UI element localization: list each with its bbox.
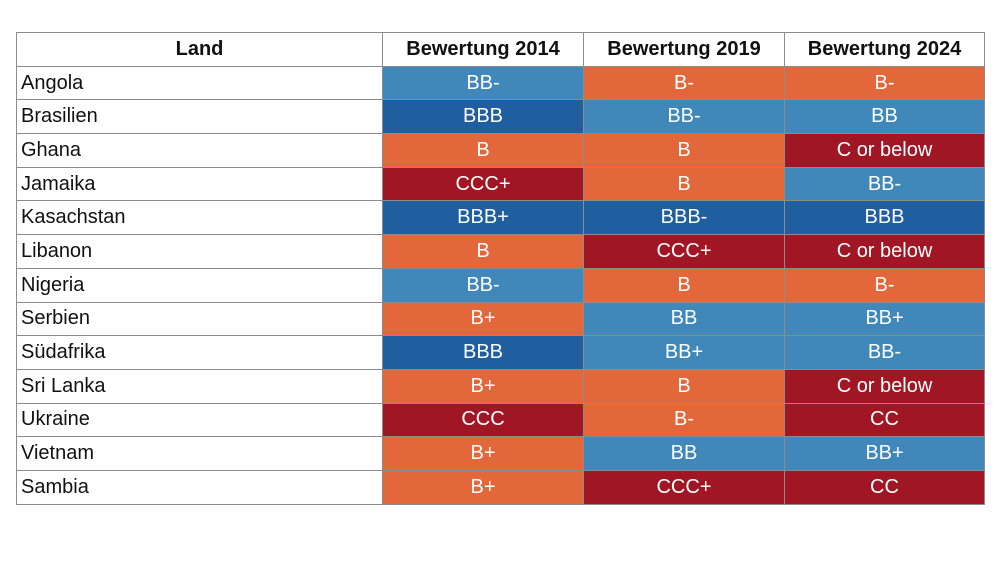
table-row: Libanon B CCC+ C or below <box>16 234 985 269</box>
country-cell: Nigeria <box>16 267 383 303</box>
rating-cell-2024: BB- <box>784 335 985 370</box>
rating-cell-2014: B <box>382 133 584 168</box>
rating-cell-2014: BBB <box>382 335 584 370</box>
table-row: Jamaika CCC+ B BB- <box>16 166 985 202</box>
rating-cell-2014: B+ <box>382 469 584 505</box>
rating-cell-2024: C or below <box>784 368 985 404</box>
country-cell: Jamaika <box>16 166 383 202</box>
header-rating-2024: Bewertung 2024 <box>784 32 985 67</box>
country-cell: Libanon <box>16 234 383 269</box>
rating-cell-2014: B <box>382 234 584 269</box>
rating-cell-2014: BB- <box>382 65 584 101</box>
header-rating-2014: Bewertung 2014 <box>382 32 584 67</box>
rating-cell-2019: B- <box>583 65 785 101</box>
rating-cell-2014: BBB <box>382 99 584 135</box>
rating-cell-2024: CC <box>784 469 985 505</box>
rating-cell-2024: BB <box>784 99 985 135</box>
rating-cell-2024: BB- <box>784 166 985 202</box>
country-cell: Angola <box>16 65 383 101</box>
rating-cell-2024: BB+ <box>784 436 985 471</box>
rating-cell-2019: CCC+ <box>583 234 785 269</box>
country-cell: Kasachstan <box>16 200 383 236</box>
rating-cell-2024: B- <box>784 267 985 303</box>
rating-cell-2019: B <box>583 166 785 202</box>
rating-cell-2019: CCC+ <box>583 469 785 505</box>
rating-cell-2024: BBB <box>784 200 985 236</box>
table-body: Angola BB- B- B- Brasilien BBB BB- BB Ghana B B C o… <box>16 65 985 505</box>
rating-cell-2019: BB- <box>583 99 785 135</box>
country-cell: Ghana <box>16 133 383 168</box>
table-row: Serbien B+ BB BB+ <box>16 301 985 337</box>
rating-cell-2019: BB+ <box>583 335 785 370</box>
table-row: Ghana B B C or below <box>16 133 985 168</box>
rating-cell-2019: B <box>583 368 785 404</box>
table-row: Angola BB- B- B- <box>16 65 985 101</box>
rating-cell-2014: CCC <box>382 402 584 438</box>
rating-cell-2019: B <box>583 267 785 303</box>
rating-cell-2014: B+ <box>382 368 584 404</box>
rating-cell-2019: B <box>583 133 785 168</box>
rating-cell-2019: BB <box>583 436 785 471</box>
table-row: Sri Lanka B+ B C or below <box>16 368 985 404</box>
rating-cell-2014: CCC+ <box>382 166 584 202</box>
rating-cell-2019: BBB- <box>583 200 785 236</box>
country-cell: Ukraine <box>16 402 383 438</box>
country-cell: Sri Lanka <box>16 368 383 404</box>
rating-cell-2024: C or below <box>784 133 985 168</box>
country-cell: Südafrika <box>16 335 383 370</box>
table-row: Brasilien BBB BB- BB <box>16 99 985 135</box>
country-cell: Sambia <box>16 469 383 505</box>
rating-cell-2024: CC <box>784 402 985 438</box>
country-cell: Brasilien <box>16 99 383 135</box>
table-row: Nigeria BB- B B- <box>16 267 985 303</box>
table-row: Südafrika BBB BB+ BB- <box>16 335 985 370</box>
rating-cell-2024: C or below <box>784 234 985 269</box>
rating-cell-2024: BB+ <box>784 301 985 337</box>
country-cell: Vietnam <box>16 436 383 471</box>
rating-cell-2014: B+ <box>382 301 584 337</box>
header-country: Land <box>16 32 383 67</box>
rating-cell-2014: BB- <box>382 267 584 303</box>
header-row: Land Bewertung 2014 Bewertung 2019 Bewer… <box>16 32 985 67</box>
table-row: Vietnam B+ BB BB+ <box>16 436 985 471</box>
rating-cell-2024: B- <box>784 65 985 101</box>
rating-cell-2019: BB <box>583 301 785 337</box>
table-row: Sambia B+ CCC+ CC <box>16 469 985 505</box>
table-row: Ukraine CCC B- CC <box>16 402 985 438</box>
rating-cell-2014: B+ <box>382 436 584 471</box>
rating-cell-2019: B- <box>583 402 785 438</box>
country-cell: Serbien <box>16 301 383 337</box>
rating-cell-2014: BBB+ <box>382 200 584 236</box>
rating-table: Land Bewertung 2014 Bewertung 2019 Bewer… <box>16 32 985 505</box>
header-rating-2019: Bewertung 2019 <box>583 32 785 67</box>
table-row: Kasachstan BBB+ BBB- BBB <box>16 200 985 236</box>
